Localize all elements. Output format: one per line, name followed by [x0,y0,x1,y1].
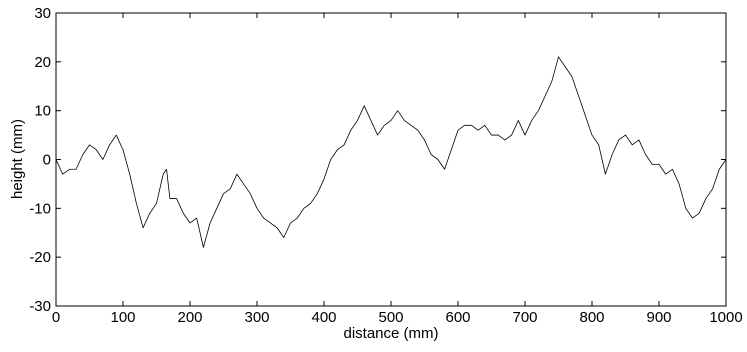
x-tick-label: 400 [311,309,336,326]
y-tick-label: 30 [34,5,51,22]
y-tick-label: 0 [43,152,51,169]
x-tick-label: 900 [646,309,671,326]
x-tick-labels: 0 100 200 300 400 500 600 700 800 900 1000 [52,309,743,326]
x-tick-label: 200 [177,309,202,326]
x-tick-label: 0 [52,309,60,326]
x-tick-label: 600 [445,309,470,326]
y-tick-label: 10 [34,103,51,120]
plot-area [56,13,726,306]
y-axis-label: height (mm) [9,119,26,199]
y-tick-label: -30 [29,298,51,315]
x-tick-label: 700 [512,309,537,326]
x-tick-label: 300 [244,309,269,326]
x-tick-label: 500 [378,309,403,326]
x-tick-label: 1000 [709,309,742,326]
x-axis-label: distance (mm) [343,325,438,342]
y-tick-label: -10 [29,200,51,217]
y-tick-label: -20 [29,249,51,266]
x-tick-label: 100 [110,309,135,326]
y-tick-label: 20 [34,54,51,71]
x-tick-label: 800 [579,309,604,326]
plot-frame [55,12,727,307]
height-profile-line [55,56,727,248]
y-tick-labels: 30 20 10 0 -10 -20 -30 [29,5,51,315]
